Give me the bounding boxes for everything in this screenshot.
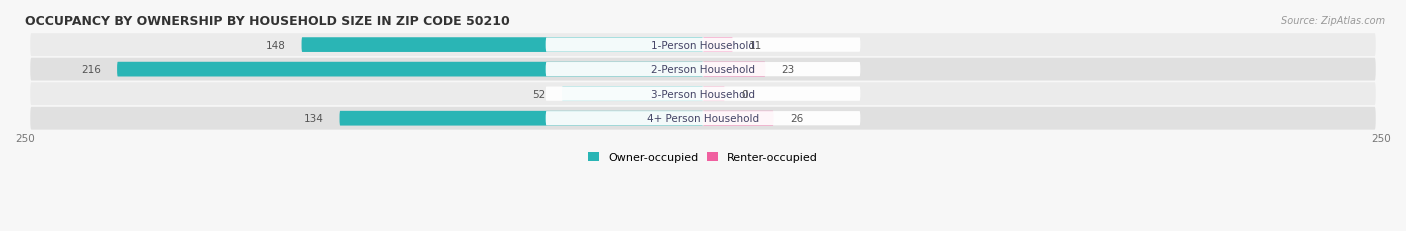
FancyBboxPatch shape (703, 63, 765, 77)
FancyBboxPatch shape (117, 63, 703, 77)
FancyBboxPatch shape (31, 83, 1375, 106)
FancyBboxPatch shape (703, 38, 733, 53)
FancyBboxPatch shape (546, 112, 860, 126)
Text: 4+ Person Household: 4+ Person Household (647, 114, 759, 124)
FancyBboxPatch shape (301, 38, 703, 53)
FancyBboxPatch shape (546, 63, 860, 77)
FancyBboxPatch shape (339, 111, 703, 126)
Text: 216: 216 (82, 65, 101, 75)
FancyBboxPatch shape (546, 38, 860, 52)
Text: 11: 11 (749, 40, 762, 50)
FancyBboxPatch shape (562, 87, 703, 102)
FancyBboxPatch shape (703, 111, 773, 126)
Text: 1-Person Household: 1-Person Household (651, 40, 755, 50)
Legend: Owner-occupied, Renter-occupied: Owner-occupied, Renter-occupied (588, 152, 818, 162)
FancyBboxPatch shape (31, 34, 1375, 57)
Text: 23: 23 (782, 65, 794, 75)
FancyBboxPatch shape (31, 58, 1375, 81)
Text: 3-Person Household: 3-Person Household (651, 89, 755, 99)
FancyBboxPatch shape (31, 107, 1375, 130)
Text: OCCUPANCY BY OWNERSHIP BY HOUSEHOLD SIZE IN ZIP CODE 50210: OCCUPANCY BY OWNERSHIP BY HOUSEHOLD SIZE… (25, 15, 509, 28)
Text: 148: 148 (266, 40, 285, 50)
Text: 26: 26 (790, 114, 803, 124)
FancyBboxPatch shape (703, 87, 724, 102)
Text: 0: 0 (741, 89, 748, 99)
FancyBboxPatch shape (546, 87, 860, 101)
Text: 134: 134 (304, 114, 323, 124)
Text: Source: ZipAtlas.com: Source: ZipAtlas.com (1281, 16, 1385, 26)
Text: 52: 52 (533, 89, 546, 99)
Text: 2-Person Household: 2-Person Household (651, 65, 755, 75)
